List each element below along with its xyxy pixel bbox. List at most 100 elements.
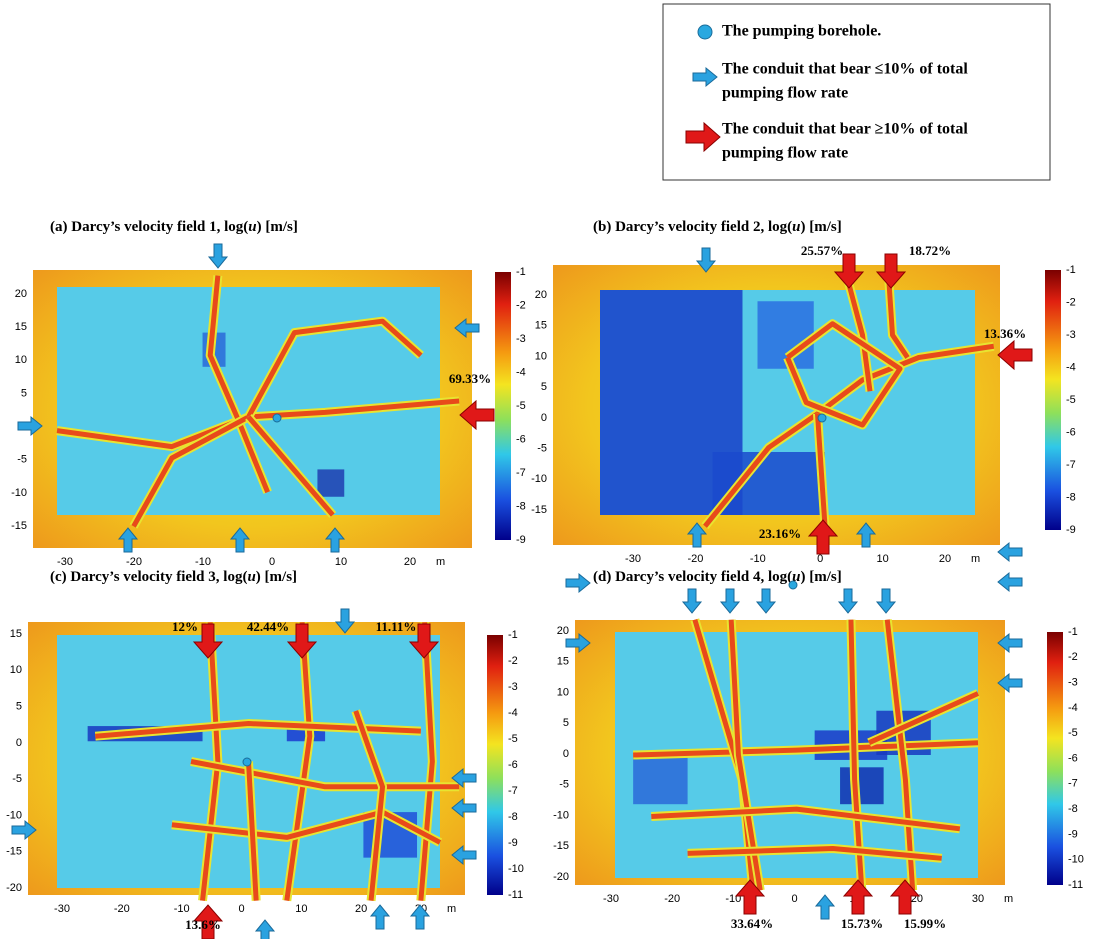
colorbar-tick-label: -4	[1066, 361, 1076, 373]
red-arrow	[286, 623, 318, 659]
x-tick-label: -20	[114, 903, 130, 915]
legend-text: pumping flow rate	[722, 85, 848, 102]
conduit	[190, 759, 460, 790]
title-part: ) [m/s]	[800, 569, 841, 585]
blue-arrow	[324, 527, 346, 553]
conduit	[246, 318, 423, 419]
legend-text: pumping flow rate	[722, 145, 848, 162]
x-tick-label: -10	[750, 553, 766, 565]
colorbar-tick-label: -2	[508, 655, 518, 667]
colorbar	[487, 635, 503, 895]
y-tick-label: -15	[11, 520, 27, 532]
legend-borehole	[697, 24, 713, 40]
blue-arrow	[997, 541, 1023, 563]
low-velocity-zone	[712, 452, 825, 515]
colorbar-tick-label: -6	[508, 759, 518, 771]
colorbar-tick-label: -1	[516, 266, 526, 278]
colorbar-tick-label: -8	[516, 500, 526, 512]
x-tick-label: -30	[54, 903, 70, 915]
title-part: u	[247, 569, 255, 585]
y-tick-label: 15	[535, 320, 547, 332]
red-arrow	[408, 623, 440, 659]
colorbar-tick-label: -7	[1066, 459, 1076, 471]
y-tick-label: -15	[6, 846, 22, 858]
flow-percentage: 13.36%	[984, 326, 1026, 341]
flow-percentage: 15.99%	[904, 916, 946, 931]
colorbar-tick-label: -2	[1066, 296, 1076, 308]
blue-arrow	[875, 588, 897, 614]
flow-percentage: 18.72%	[909, 243, 951, 258]
x-unit: m	[447, 903, 456, 915]
low-velocity-zone	[317, 469, 345, 497]
conduit	[171, 809, 442, 845]
y-tick-label: 15	[15, 321, 27, 333]
conduit	[845, 278, 873, 392]
borehole	[242, 757, 252, 767]
colorbar-tick-label: -7	[508, 785, 518, 797]
blue-arrow	[681, 588, 703, 614]
blue-arrow	[409, 904, 431, 930]
colorbar-tick-label: -11	[508, 889, 523, 901]
blue-arrow	[686, 522, 708, 548]
colorbar	[1047, 632, 1063, 885]
y-tick-label: 5	[16, 700, 22, 712]
colorbar	[495, 272, 511, 540]
y-tick-label: -20	[6, 882, 22, 894]
flow-percentage: 15.73%	[841, 916, 883, 931]
blue-arrow	[11, 819, 37, 841]
x-tick-label: -10	[174, 903, 190, 915]
red-arrow	[833, 253, 865, 289]
flow-percentage: 12%	[172, 619, 198, 634]
conduit	[200, 622, 221, 901]
title-part: (a) Darcy’s velocity field 1, log(	[50, 219, 248, 235]
conduit	[418, 622, 435, 901]
colorbar-tick-label: -5	[508, 733, 518, 745]
red-arrow	[842, 879, 874, 915]
x-tick-label: 20	[939, 553, 951, 565]
x-tick-label: -30	[57, 556, 73, 568]
panel-title: (c) Darcy’s velocity field 3, log(u) [m/…	[50, 569, 297, 585]
legend-box	[662, 3, 1051, 181]
legend-text: The conduit that bear ≥10% of total	[722, 121, 968, 138]
conduit	[246, 415, 335, 517]
conduit	[815, 413, 828, 527]
colorbar-tick-label: -4	[1068, 702, 1078, 714]
x-tick-label: 20	[404, 556, 416, 568]
red-arrow	[192, 904, 224, 939]
flow-percentage: 11.11%	[376, 619, 417, 634]
x-tick-label: 10	[876, 553, 888, 565]
blue-arrow	[369, 904, 391, 930]
conduit	[131, 414, 250, 528]
colorbar-tick-label: -5	[516, 400, 526, 412]
conduit	[785, 321, 903, 428]
colorbar-tick-label: -7	[516, 467, 526, 479]
y-tick-label: 5	[541, 381, 547, 393]
y-tick-label: -15	[531, 504, 547, 516]
y-tick-label: 15	[557, 656, 569, 668]
title-part: (d) Darcy’s velocity field 4, log(	[593, 569, 792, 585]
low-velocity-zone	[757, 301, 814, 369]
y-tick-label: -10	[6, 809, 22, 821]
colorbar-tick-label: -6	[1066, 426, 1076, 438]
red-arrow	[807, 519, 839, 555]
flow-percentage: 13.6%	[185, 917, 221, 932]
red-arrow	[997, 339, 1033, 371]
x-tick-label: 0	[269, 556, 275, 568]
x-tick-label: 20	[355, 903, 367, 915]
red-arrow	[734, 879, 766, 915]
colorbar-tick-label: -3	[508, 681, 518, 693]
title-part: u	[792, 219, 800, 235]
conduit	[703, 411, 819, 528]
x-tick-label: 0	[817, 553, 823, 565]
colorbar-tick-label: -5	[1066, 394, 1076, 406]
colorbar-tick-label: -6	[1068, 752, 1078, 764]
colorbar-tick-label: -11	[1068, 879, 1083, 891]
y-tick-label: -5	[537, 442, 547, 454]
blue-arrow	[117, 527, 139, 553]
conduit	[353, 710, 386, 901]
title-part: (c) Darcy’s velocity field 3, log(	[50, 569, 247, 585]
blue-arrow	[997, 632, 1023, 654]
blue-arrow	[451, 844, 477, 866]
flow-percentage: 23.16%	[759, 526, 801, 541]
borehole	[272, 413, 282, 423]
